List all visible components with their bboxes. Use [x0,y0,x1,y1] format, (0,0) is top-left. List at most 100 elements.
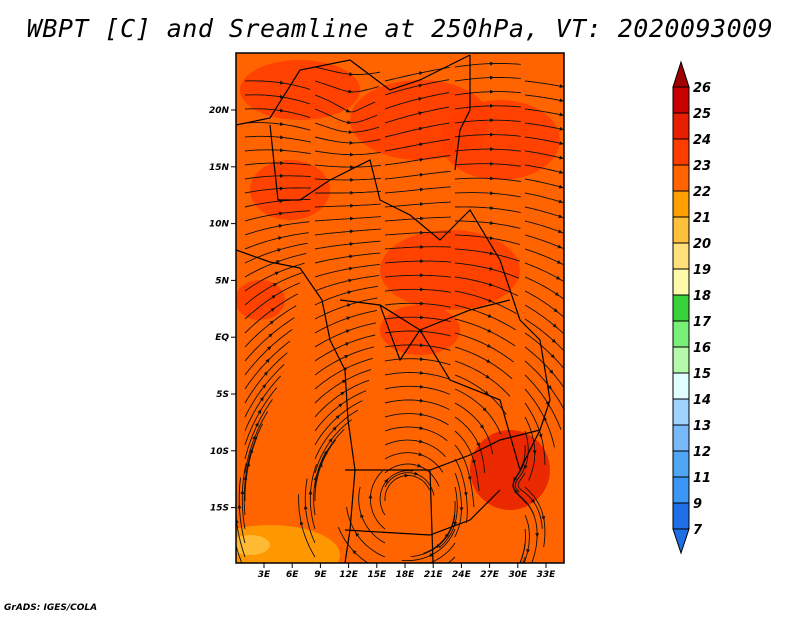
streamline [314,94,376,113]
streamline-arrow [502,598,506,602]
y-tick-label: 20N [209,106,230,116]
streamline [241,463,247,530]
streamline [384,122,450,138]
streamline [384,155,451,166]
streamline-arrow [279,122,285,126]
streamline [314,310,377,334]
streamline [314,136,381,144]
streamline-arrow [335,414,340,420]
streamline [384,231,451,236]
streamline-arrow [349,140,354,145]
colorbar-swatch [672,424,690,452]
temperature-region [250,160,330,220]
streamline-arrow [350,203,355,208]
streamline-arrow [338,403,343,408]
streamline [244,375,282,432]
streamline [454,91,521,96]
streamline [524,262,564,283]
streamline-arrow [274,271,280,276]
colorbar: 26 25 24 23 22 21 20 19 18 17 16 15 14 13 12 11 9 7 [672,60,712,555]
streamline-arrow [419,142,424,147]
streamline-arrow [384,478,389,484]
streamline-arrow [488,282,494,287]
streamline [524,164,564,174]
y-tick-label: 10S [210,447,229,457]
colorbar-swatch [672,86,690,114]
streamline [384,274,451,278]
streamline [454,105,521,110]
streamline [244,187,311,194]
streamline [244,210,311,222]
streamline-arrow [490,118,495,123]
streamline-arrow [420,287,425,292]
streamline [454,402,493,455]
streamline-arrow [271,294,276,299]
colorbar-label: 18 [693,289,711,304]
streamline-arrow [489,220,495,225]
streamline-arrow [559,141,564,146]
streamline-arrow [279,211,284,216]
colorbar-label: 13 [693,419,711,434]
colorbar-swatch [672,268,690,296]
streamline-arrow [277,236,283,241]
streamline [439,486,458,548]
streamline-arrow [272,283,278,287]
x-tick-label: 24E [452,570,472,580]
streamline [454,444,475,508]
streamline-arrow [559,84,564,89]
colorbar-label: 25 [693,107,711,122]
chart-title: WBPT [C] and Sreamline at 250hPa, VT: 20… [26,14,774,43]
streamline-arrow [489,251,494,256]
streamline-arrow [418,83,423,88]
streamline [524,206,564,219]
streamline-arrow [268,333,273,338]
streamline-arrow [428,552,433,557]
temperature-region [470,430,550,510]
streamline [314,216,381,222]
streamline [244,221,310,236]
streamline-arrow [559,112,564,117]
streamline-arrow [265,358,270,363]
colorbar-swatch [672,138,690,166]
streamline [384,330,451,337]
streamline [523,514,530,563]
streamline [524,150,564,160]
streamline [314,439,337,501]
streamline-arrow [490,132,495,137]
streamline-arrow [558,184,564,189]
streamline [244,94,311,105]
streamline [244,340,291,390]
streamline-arrow [270,307,275,312]
streamline [402,528,456,562]
streamline [524,94,564,102]
x-tick-label: 30E [508,570,528,580]
streamline-arrow [552,323,557,328]
streamline-arrow [313,476,318,481]
streamline [244,149,311,155]
streamline-arrow [419,157,424,162]
streamline [244,329,293,376]
streamline [244,305,297,348]
country-borders [236,54,551,563]
streamline-arrow [549,369,554,374]
streamline-arrow [506,587,510,591]
streamline [522,556,526,563]
streamline-arrow [535,533,540,538]
streamline-arrow [490,176,495,181]
streamline [384,344,451,351]
streamline-arrow [550,354,555,359]
streamline [524,318,564,352]
streamline-arrow [237,504,242,509]
streamline [524,332,564,370]
streamline-arrow [526,549,531,554]
temperature-region [236,280,285,320]
streamline [384,399,450,410]
streamline [384,260,451,264]
streamline-arrow [332,426,337,431]
streamline [524,346,564,389]
streamline [314,334,376,362]
streamline [384,316,451,322]
streamline-arrow [280,161,285,166]
streamline [314,379,370,418]
y-tick-label: 10N [209,220,230,230]
